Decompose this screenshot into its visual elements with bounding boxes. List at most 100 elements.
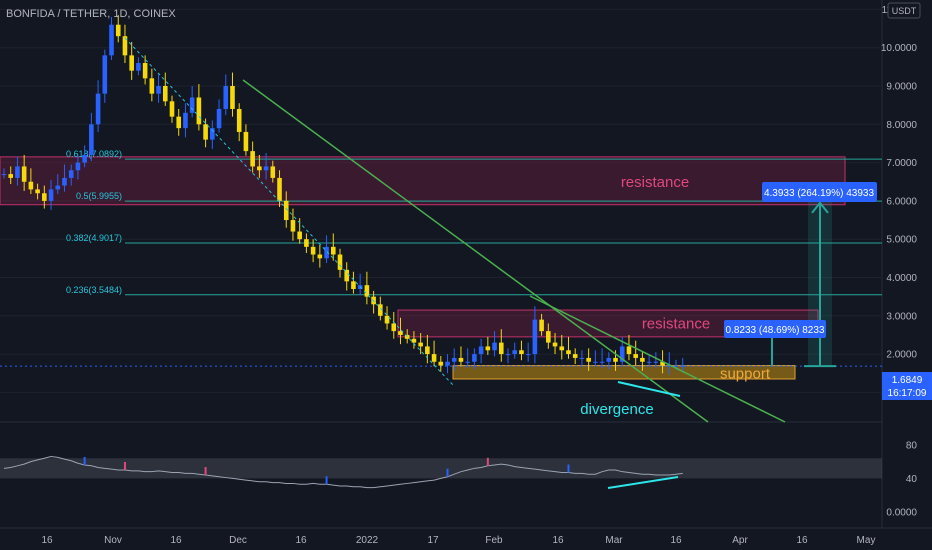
candle-body bbox=[586, 357, 591, 362]
candle-body bbox=[351, 281, 356, 289]
candle-body bbox=[196, 97, 202, 125]
fib-level-label: 0.382(4.9017) bbox=[66, 233, 122, 243]
candle-body bbox=[310, 246, 316, 255]
candle-body bbox=[673, 365, 679, 367]
price-tick-label: 6.0000 bbox=[886, 196, 917, 207]
candle-body bbox=[277, 177, 282, 201]
time-tick-label: 16 bbox=[295, 535, 307, 546]
fib-anchor-line bbox=[124, 37, 454, 386]
candle-body bbox=[498, 342, 504, 355]
candle-body bbox=[122, 36, 128, 56]
candle-body bbox=[68, 170, 74, 178]
resistance-zone-label: resistance bbox=[621, 174, 689, 191]
candle-body bbox=[546, 331, 551, 343]
candle-body bbox=[593, 361, 598, 363]
divergence-label: divergence bbox=[580, 401, 653, 418]
candle-body bbox=[425, 346, 430, 355]
candle-body bbox=[465, 361, 470, 363]
measure-label-small: 0.8233 (48.69%) 8233 bbox=[726, 325, 825, 336]
candle-body bbox=[162, 86, 168, 102]
candle-body bbox=[559, 346, 565, 351]
candle-body bbox=[216, 108, 222, 129]
candle-body bbox=[62, 177, 67, 186]
candle-body bbox=[384, 315, 390, 324]
time-tick-label: Feb bbox=[485, 535, 503, 546]
time-tick-label: 17 bbox=[427, 535, 439, 546]
candle-body bbox=[55, 185, 61, 190]
candle-body bbox=[344, 269, 350, 282]
measure-label-large: 4.3933 (264.19%) 43933 bbox=[764, 188, 875, 199]
candle-body bbox=[532, 319, 538, 355]
candle-body bbox=[330, 246, 336, 255]
candle-body bbox=[270, 166, 276, 178]
time-tick-label: 16 bbox=[552, 535, 564, 546]
candle-body bbox=[619, 346, 625, 362]
candle-body bbox=[136, 63, 141, 71]
candle-body bbox=[115, 24, 121, 37]
candle-body bbox=[290, 220, 296, 232]
time-tick-label: 2022 bbox=[356, 535, 379, 546]
candle-body bbox=[680, 365, 686, 367]
candle-body bbox=[243, 131, 249, 152]
candle-body bbox=[646, 361, 652, 363]
candle-body bbox=[404, 334, 410, 339]
candle-body bbox=[418, 342, 423, 347]
candle-body bbox=[82, 154, 87, 163]
measure-arrowhead-large bbox=[811, 201, 829, 214]
fib-level-label: 0.236(3.5484) bbox=[66, 285, 122, 295]
candle-body bbox=[599, 361, 605, 363]
candle-body bbox=[203, 124, 208, 140]
candle-body bbox=[472, 354, 477, 362]
candle-body bbox=[451, 357, 457, 362]
price-tick-label: 4.0000 bbox=[886, 273, 917, 284]
candle-body bbox=[539, 319, 544, 332]
candle-body bbox=[626, 346, 632, 355]
candle-body bbox=[1, 174, 7, 176]
candle-body bbox=[297, 231, 302, 240]
candle-body bbox=[283, 200, 289, 221]
candle-body bbox=[169, 101, 175, 117]
candle-body bbox=[378, 304, 383, 316]
candle-body bbox=[660, 361, 665, 366]
time-tick-label: Apr bbox=[732, 535, 748, 546]
candle-body bbox=[566, 350, 571, 355]
last-price-tag bbox=[882, 372, 932, 400]
candle-body bbox=[42, 193, 47, 201]
currency-label: USDT bbox=[892, 6, 917, 16]
countdown-value: 16:17:09 bbox=[888, 388, 927, 399]
candle-body bbox=[324, 246, 329, 259]
divergence-line-rsi bbox=[607, 476, 679, 489]
candle-body bbox=[304, 239, 309, 247]
rsi-tick-label: 80 bbox=[906, 440, 918, 451]
candle-body bbox=[129, 55, 134, 71]
candle-body bbox=[183, 112, 188, 129]
candle-body bbox=[156, 86, 161, 94]
time-tick-label: 16 bbox=[41, 535, 53, 546]
candle-body bbox=[492, 342, 497, 351]
fib-level-label: 0.618(7.0892) bbox=[66, 149, 122, 159]
downtrend-line bbox=[242, 79, 709, 423]
candle-body bbox=[606, 357, 612, 362]
candle-body bbox=[15, 166, 20, 178]
currency-box[interactable] bbox=[887, 2, 921, 19]
candle-body bbox=[176, 116, 182, 129]
candle-body bbox=[75, 162, 81, 171]
fib-level-label: 0.5(5.9955) bbox=[76, 191, 122, 201]
candle-body bbox=[337, 254, 343, 270]
candle-body bbox=[35, 189, 40, 194]
candle-body bbox=[95, 93, 101, 125]
rsi-tick-label: 40 bbox=[906, 474, 918, 485]
candle-body bbox=[552, 342, 558, 347]
candle-body bbox=[505, 354, 511, 356]
price-tick-label: 5.0000 bbox=[886, 235, 917, 246]
candle-body bbox=[438, 361, 444, 366]
candle-body bbox=[653, 361, 659, 363]
candle-body bbox=[364, 285, 370, 297]
candle-body bbox=[445, 361, 450, 366]
time-tick-label: 16 bbox=[796, 535, 808, 546]
resistance-zone-label: resistance bbox=[642, 315, 710, 332]
price-tick-label: 8.0000 bbox=[886, 120, 917, 131]
candle-body bbox=[48, 189, 54, 201]
candle-body bbox=[28, 181, 34, 190]
